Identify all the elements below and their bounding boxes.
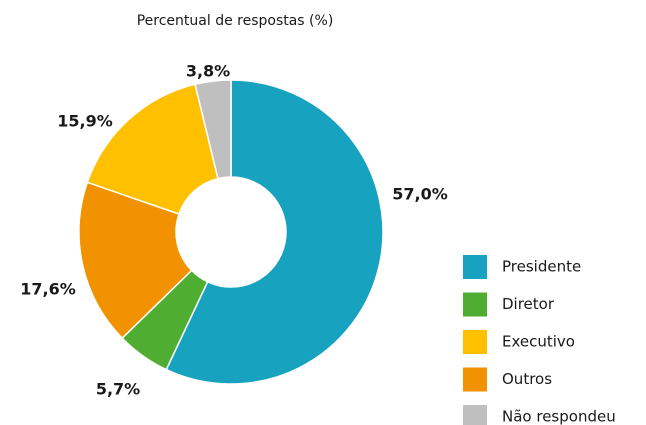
legend-label: Não respondeu xyxy=(502,408,616,425)
legend-label: Diretor xyxy=(502,295,555,313)
data-label: 5,7% xyxy=(96,380,140,399)
data-label: 3,8% xyxy=(186,62,230,81)
legend-swatch xyxy=(463,292,487,317)
data-label: 17,6% xyxy=(20,280,76,299)
legend-swatch xyxy=(463,405,487,425)
donut-slice xyxy=(86,83,219,215)
donut-slice xyxy=(194,79,232,180)
legend-swatch xyxy=(463,255,487,279)
data-label: 57,0% xyxy=(392,185,448,204)
legend-label: Presidente xyxy=(502,258,581,276)
donut-slice xyxy=(78,181,193,340)
legend-swatch xyxy=(463,367,487,392)
legend-label: Executivo xyxy=(502,333,575,351)
donut-slice xyxy=(165,79,384,385)
chart-title: Percentual de respostas (%) xyxy=(137,13,334,29)
data-label: 15,9% xyxy=(57,112,113,131)
legend-label: Outros xyxy=(502,370,552,388)
legend-swatch xyxy=(463,330,487,354)
